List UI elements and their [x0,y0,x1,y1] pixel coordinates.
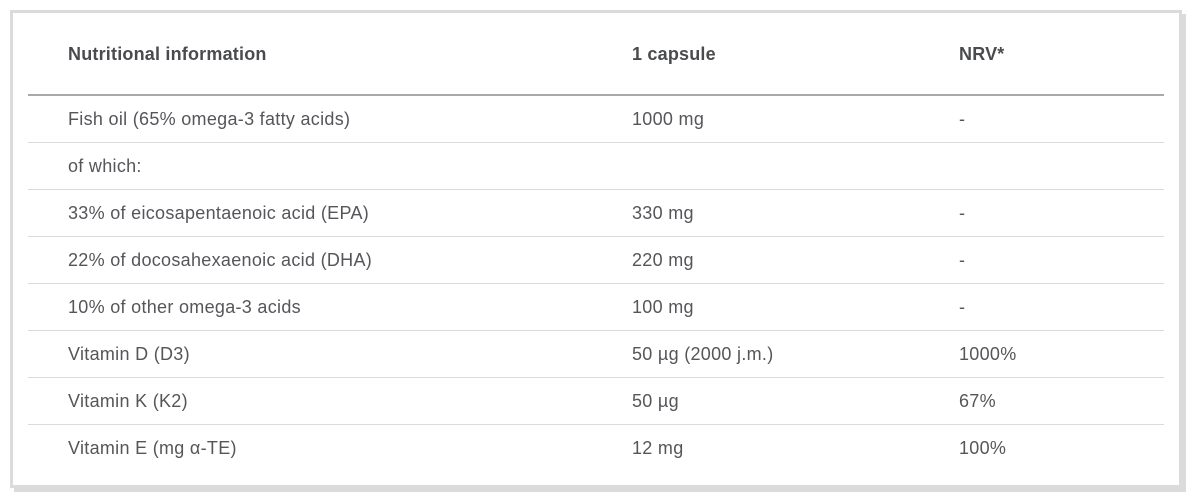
cell-nrv: - [919,236,1164,284]
cell-amount [592,142,919,190]
cell-nrv: 100% [959,438,1007,458]
table-row: Vitamin D (D3) 50 µg (2000 j.m.) 1000% [28,330,1164,378]
cell-nutrient-name: Vitamin D (D3) [28,330,592,378]
cell-nutrient-name: 10% of other omega-3 acids [28,283,592,331]
table-row: Fish oil (65% omega-3 fatty acids) 1000 m… [28,95,1164,143]
table-row: 33% of eicosapentaenoic acid (EPA) 330 mg… [28,189,1164,237]
table-body: Fish oil (65% omega-3 fatty acids) 1000 m… [28,95,1164,471]
table-row: 10% of other omega-3 acids 100 mg - [28,283,1164,331]
cell-amount: 12 mg [632,438,684,458]
cell-nutrient-name: Vitamin K (K2) [28,377,592,425]
table-row: Vitamin K (K2) 50 µg 67% [28,377,1164,425]
cell-amount: 1000 mg [592,95,919,143]
cell-nutrient-name: 33% of eicosapentaenoic acid (EPA) [28,189,592,237]
table-row: Vitamin E (mg α-TE) 12 mg 100% [28,425,1164,472]
cell-nrv: 67% [919,377,1164,425]
cell-amount: 50 µg [592,377,919,425]
cell-nutrient-name: Fish oil (65% omega-3 fatty acids) [28,95,592,143]
cell-nutrient-name: of which: [28,142,592,190]
col-header-nutritional-information: Nutritional information [28,13,592,96]
nutrition-card: Nutritional information 1 capsule NRV* F… [10,10,1182,488]
table-row: 22% of docosahexaenoic acid (DHA) 220 mg - [28,236,1164,284]
cell-nrv [919,142,1164,190]
cell-amount: 220 mg [592,236,919,284]
cell-amount: 330 mg [592,189,919,237]
table-header-row: Nutritional information 1 capsule NRV* [28,13,1164,96]
cell-amount: 50 µg (2000 j.m.) [592,330,919,378]
cell-nrv: - [919,283,1164,331]
table-row: of which: [28,142,1164,190]
cell-nrv: 1000% [919,330,1164,378]
cell-nrv: - [919,189,1164,237]
cell-nutrient-name: 22% of docosahexaenoic acid (DHA) [28,236,592,284]
cell-nutrient-name: Vitamin E (mg α-TE) [68,438,237,458]
col-header-nrv: NRV* [919,13,1164,96]
cell-amount: 100 mg [592,283,919,331]
cell-nrv: - [919,95,1164,143]
nutrition-table: Nutritional information 1 capsule NRV* F… [28,13,1164,471]
col-header-1-capsule: 1 capsule [592,13,919,96]
